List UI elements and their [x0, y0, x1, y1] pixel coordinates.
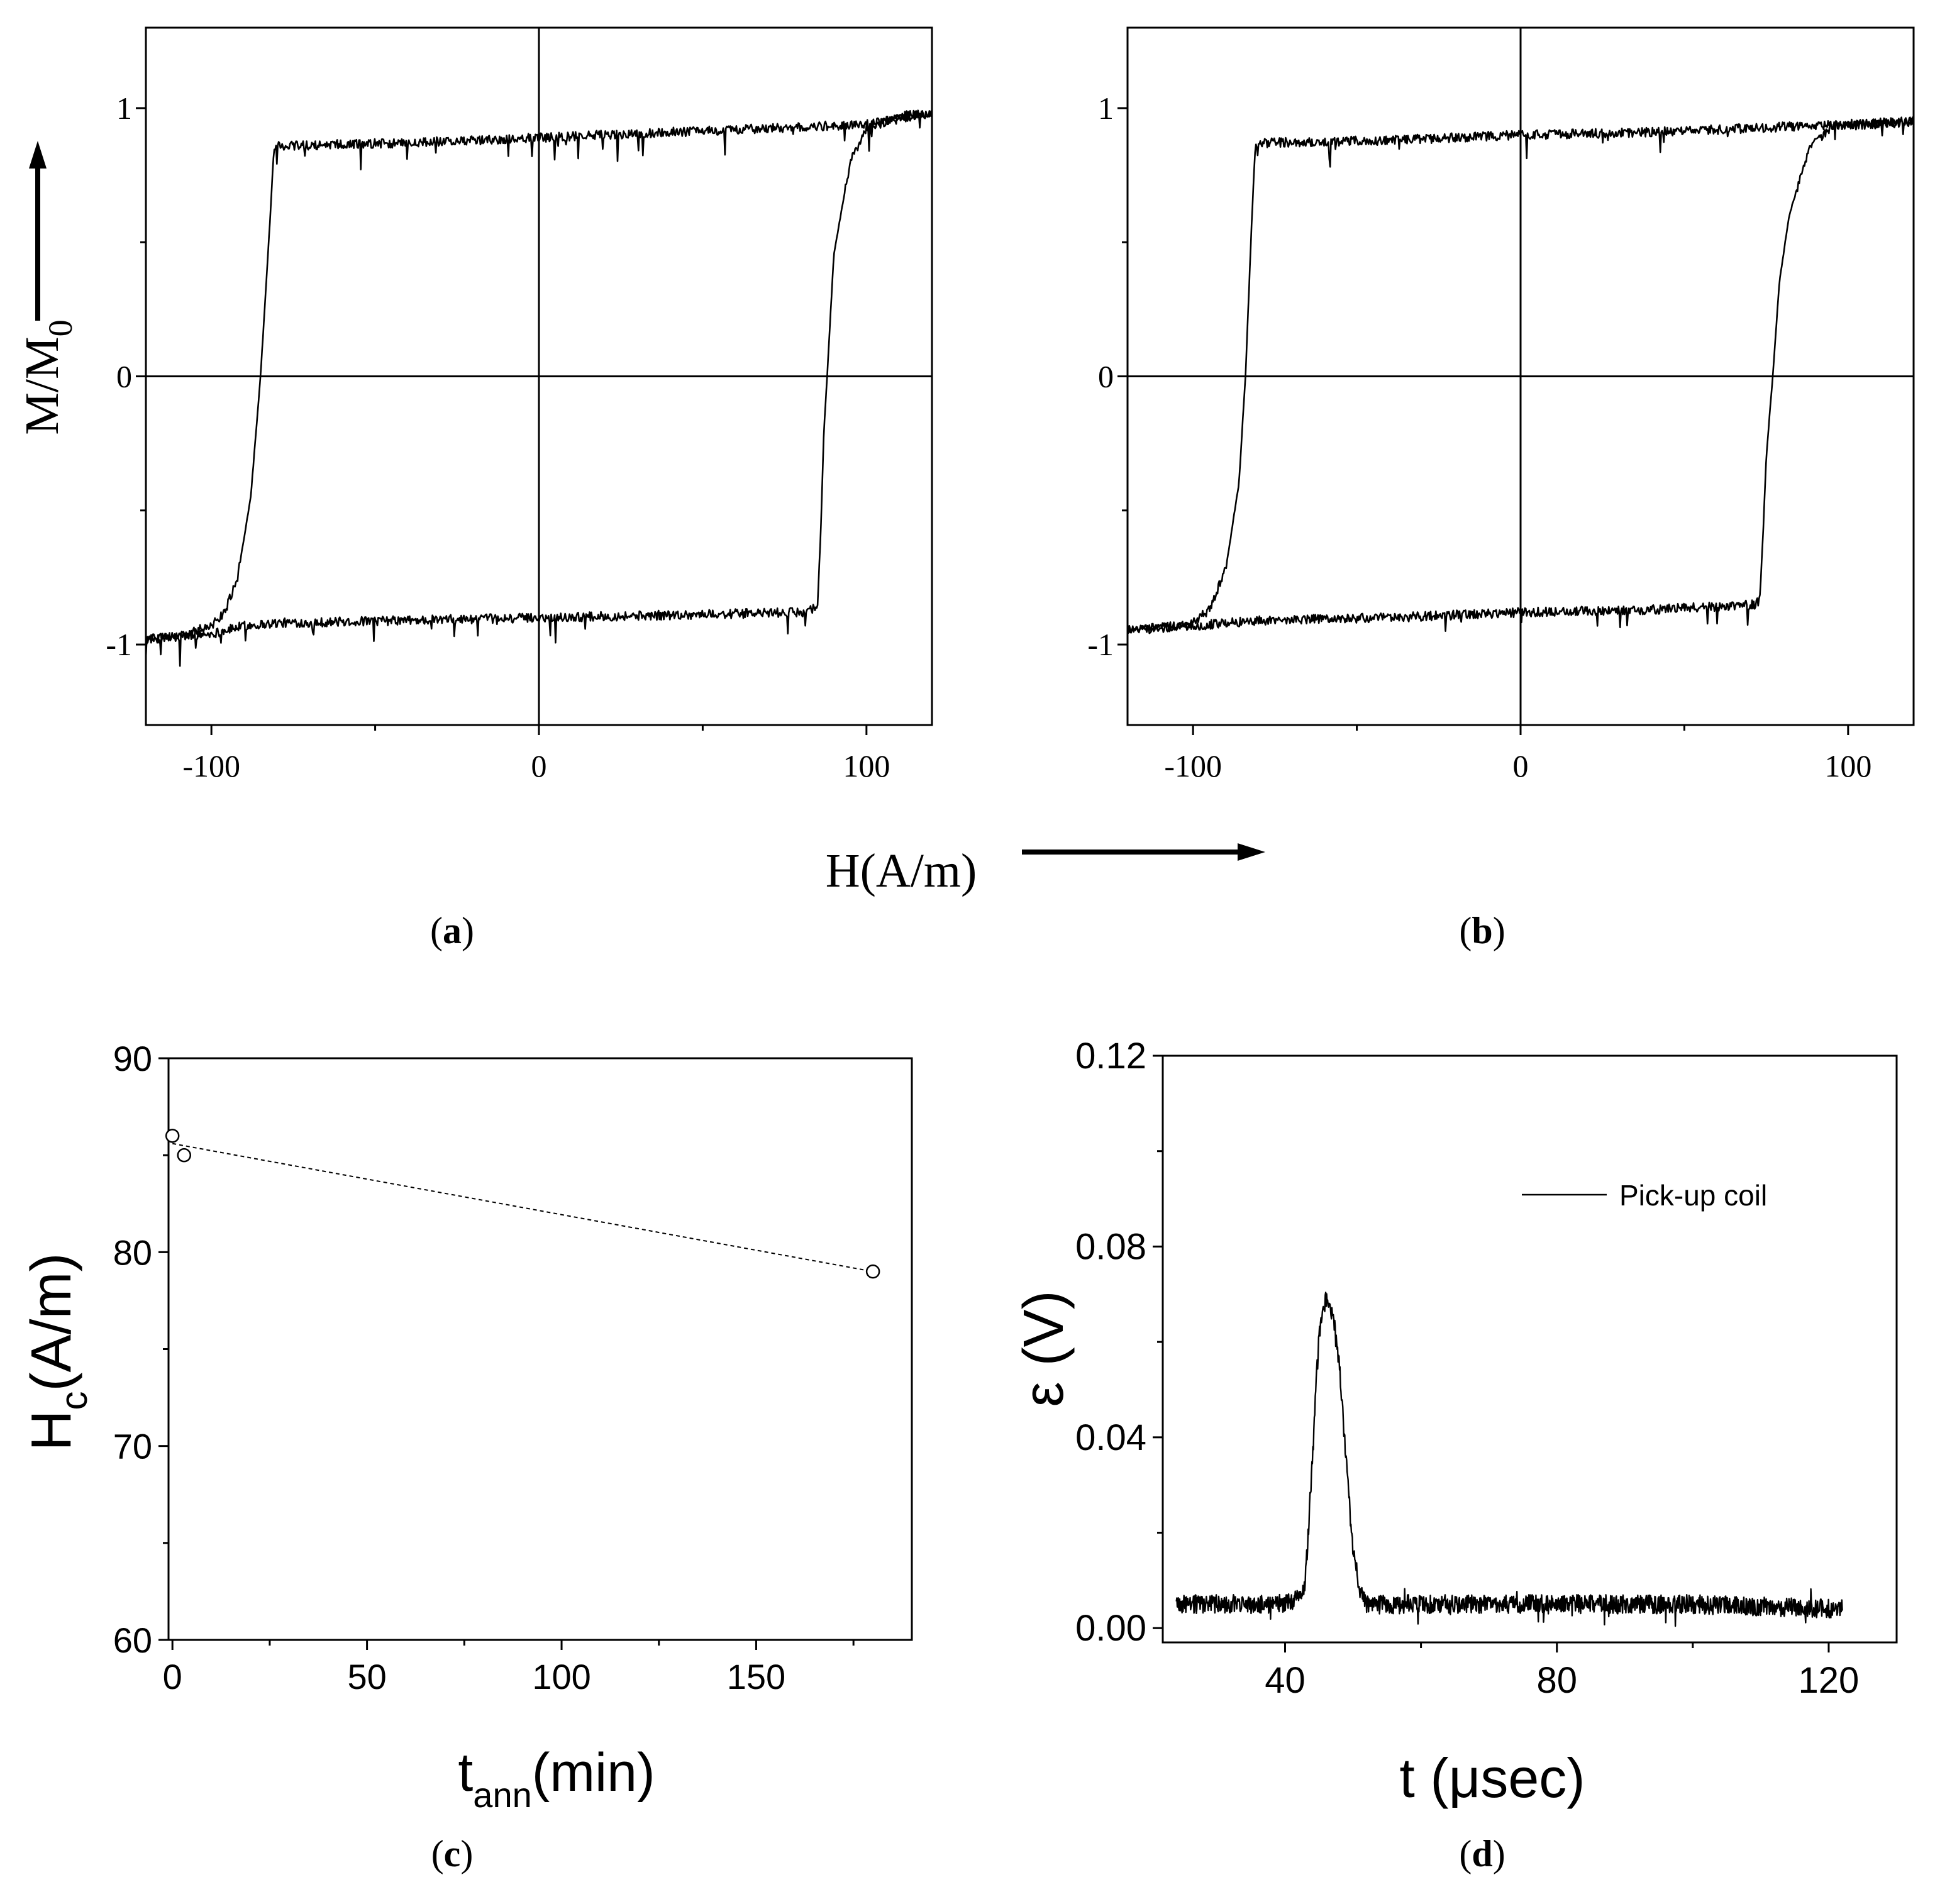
- x-tick-label: 50: [347, 1657, 386, 1696]
- loop-x-arrow: [1022, 843, 1265, 861]
- panel-a-hysteresis-loop: -100 0 100 -1 0 1: [106, 26, 933, 783]
- x-axis-label-main: t: [458, 1742, 473, 1803]
- loop-branch-ascending: [145, 109, 933, 658]
- loop-x-axis-label: H(A/m): [826, 844, 977, 897]
- loop-y-axis-label: M/M0: [16, 319, 79, 434]
- y-axis-label-main: H: [20, 1410, 83, 1451]
- x-tick-label: 80: [1536, 1660, 1577, 1701]
- x-tick-label: 0: [163, 1657, 182, 1696]
- data-point: [165, 1129, 180, 1143]
- x-tick-label: 0: [1513, 748, 1529, 783]
- y-tick-label: 0.00: [1075, 1608, 1146, 1649]
- y-tick-label: 90: [113, 1039, 152, 1078]
- caption-d-letter: d: [1472, 1833, 1492, 1874]
- x-tick-label: 0: [531, 748, 547, 783]
- x-axis-label: t (μsec): [1399, 1747, 1585, 1809]
- x-tick-label: -100: [182, 748, 240, 783]
- y-tick-label: -1: [1087, 627, 1114, 662]
- x-tick-label: 100: [1824, 748, 1871, 783]
- loop-branch-descending: [1126, 116, 1915, 634]
- caption-c-letter: c: [444, 1833, 461, 1874]
- y-axis-label-sub: c: [53, 1391, 95, 1410]
- x-tick-label: 100: [532, 1657, 590, 1696]
- x-tick-label: -100: [1164, 748, 1222, 783]
- panel-d-pickup-coil-signal: 40 80 120 0.00 0.04 0.08 0.12 Pick-up coil t (μs…: [1012, 1036, 1898, 1809]
- loop-y-arrow: [29, 141, 47, 321]
- x-tick-label: 150: [727, 1657, 785, 1696]
- x-axis-label-tail: (min): [532, 1742, 655, 1803]
- y-tick-label: 0.04: [1075, 1417, 1146, 1458]
- y-tick-label: 60: [113, 1620, 152, 1660]
- loop-ylabel-main: M/M: [16, 336, 69, 434]
- plot-frame: [167, 1057, 913, 1641]
- panel-c-coercivity-vs-annealing-time: 0 50 100 150 60 70 80 90 tann(min) Hc(A/m): [20, 1039, 913, 1815]
- y-axis-label-tail: (A/m): [20, 1253, 83, 1392]
- loop-branch-descending: [145, 110, 933, 667]
- y-tick-label: 0: [1098, 359, 1114, 394]
- y-tick-label: 0: [116, 359, 132, 394]
- legend-label: Pick-up coil: [1619, 1179, 1767, 1212]
- y-axis-label: ε (V): [1012, 1290, 1075, 1407]
- data-point: [177, 1148, 192, 1163]
- plot-frame: [1162, 1054, 1898, 1644]
- y-tick-label: 70: [113, 1427, 152, 1466]
- loop-branch-ascending: [1126, 116, 1915, 633]
- caption-b-letter: b: [1472, 910, 1492, 951]
- y-tick-label: 80: [113, 1232, 152, 1272]
- y-tick-label: 0.08: [1075, 1226, 1146, 1267]
- y-tick-label: -1: [106, 627, 132, 662]
- x-tick-label: 120: [1799, 1660, 1860, 1701]
- panel-b-hysteresis-loop: -100 0 100 -1 0 1: [1087, 26, 1915, 783]
- x-axis-label-sub: ann: [473, 1775, 531, 1815]
- x-tick-label: 100: [843, 748, 890, 783]
- y-tick-label: 0.12: [1075, 1036, 1146, 1077]
- svg-text:M/M0: M/M0: [16, 319, 79, 434]
- y-tick-label: 1: [1098, 91, 1114, 126]
- caption-c: (c): [431, 1833, 474, 1874]
- data-point: [865, 1264, 880, 1279]
- signal-line: [1175, 1292, 1843, 1627]
- y-tick-label: 1: [116, 91, 132, 126]
- x-tick-label: 40: [1265, 1660, 1306, 1701]
- caption-a-letter: a: [443, 910, 462, 951]
- x-axis-label: tann(min): [458, 1742, 655, 1815]
- fit-line: [172, 1143, 873, 1273]
- y-axis-label: Hc(A/m): [20, 1253, 95, 1451]
- loop-ylabel-sub: 0: [42, 319, 79, 336]
- caption-a: (a): [430, 910, 474, 951]
- caption-d: (d): [1459, 1833, 1505, 1874]
- caption-b: (b): [1459, 910, 1505, 951]
